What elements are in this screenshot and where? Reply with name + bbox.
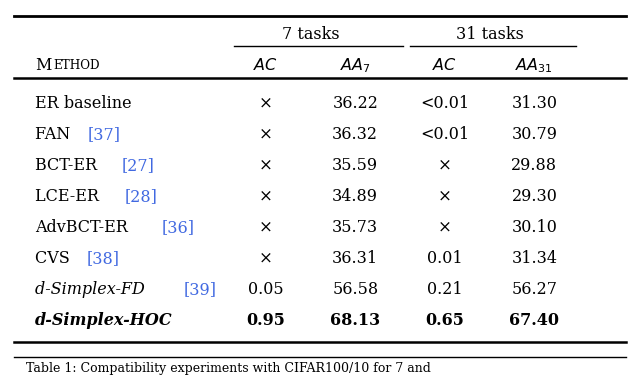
- Text: LCE-ER: LCE-ER: [35, 188, 104, 205]
- Text: d-Simplex-FD: d-Simplex-FD: [35, 281, 150, 298]
- Text: 36.32: 36.32: [332, 126, 378, 143]
- Text: 68.13: 68.13: [330, 312, 380, 329]
- Text: ×: ×: [259, 157, 273, 174]
- Text: 35.73: 35.73: [332, 219, 378, 236]
- Text: 36.22: 36.22: [332, 95, 378, 111]
- Text: 35.59: 35.59: [332, 157, 378, 174]
- Text: ×: ×: [438, 157, 452, 174]
- Text: ×: ×: [259, 126, 273, 143]
- Text: 30.10: 30.10: [511, 219, 557, 236]
- Text: [27]: [27]: [122, 157, 155, 174]
- Text: 30.79: 30.79: [511, 126, 557, 143]
- Text: 31 tasks: 31 tasks: [456, 26, 524, 42]
- Text: [36]: [36]: [162, 219, 195, 236]
- Text: 36.31: 36.31: [332, 250, 378, 267]
- Text: ×: ×: [259, 250, 273, 267]
- Text: 31.30: 31.30: [511, 95, 557, 111]
- Text: ×: ×: [259, 219, 273, 236]
- Text: 29.88: 29.88: [511, 157, 557, 174]
- Text: 0.95: 0.95: [246, 312, 285, 329]
- Text: [39]: [39]: [184, 281, 216, 298]
- Text: ×: ×: [259, 188, 273, 205]
- Text: M: M: [35, 57, 52, 74]
- Text: [37]: [37]: [87, 126, 120, 143]
- Text: ×: ×: [438, 188, 452, 205]
- Text: $\mathit{AA}_7$: $\mathit{AA}_7$: [340, 56, 371, 75]
- Text: $\mathit{AA}_{31}$: $\mathit{AA}_{31}$: [515, 56, 554, 75]
- Text: 0.01: 0.01: [427, 250, 463, 267]
- Text: <0.01: <0.01: [420, 95, 469, 111]
- Text: Table 1: Compatibility experiments with CIFAR100/10 for 7 and: Table 1: Compatibility experiments with …: [26, 362, 431, 375]
- Text: 0.65: 0.65: [426, 312, 464, 329]
- Text: <0.01: <0.01: [420, 126, 469, 143]
- Text: ×: ×: [259, 95, 273, 111]
- Text: BCT-ER: BCT-ER: [35, 157, 102, 174]
- Text: 7 tasks: 7 tasks: [282, 26, 339, 42]
- Text: 67.40: 67.40: [509, 312, 559, 329]
- Text: 56.27: 56.27: [511, 281, 557, 298]
- Text: FAN: FAN: [35, 126, 76, 143]
- Text: 56.58: 56.58: [332, 281, 378, 298]
- Text: ETHOD: ETHOD: [53, 59, 100, 72]
- Text: $\mathit{AC}$: $\mathit{AC}$: [253, 57, 278, 74]
- Text: [28]: [28]: [124, 188, 157, 205]
- Text: 29.30: 29.30: [511, 188, 557, 205]
- Text: ER baseline: ER baseline: [35, 95, 132, 111]
- Text: 34.89: 34.89: [332, 188, 378, 205]
- Text: 31.34: 31.34: [511, 250, 557, 267]
- Text: d-Simplex-HOC: d-Simplex-HOC: [35, 312, 173, 329]
- Text: AdvBCT-ER: AdvBCT-ER: [35, 219, 133, 236]
- Text: CVS: CVS: [35, 250, 75, 267]
- Text: $\mathit{AC}$: $\mathit{AC}$: [433, 57, 457, 74]
- Text: 0.05: 0.05: [248, 281, 284, 298]
- Text: [38]: [38]: [86, 250, 120, 267]
- Text: 0.21: 0.21: [427, 281, 463, 298]
- Text: ×: ×: [438, 219, 452, 236]
